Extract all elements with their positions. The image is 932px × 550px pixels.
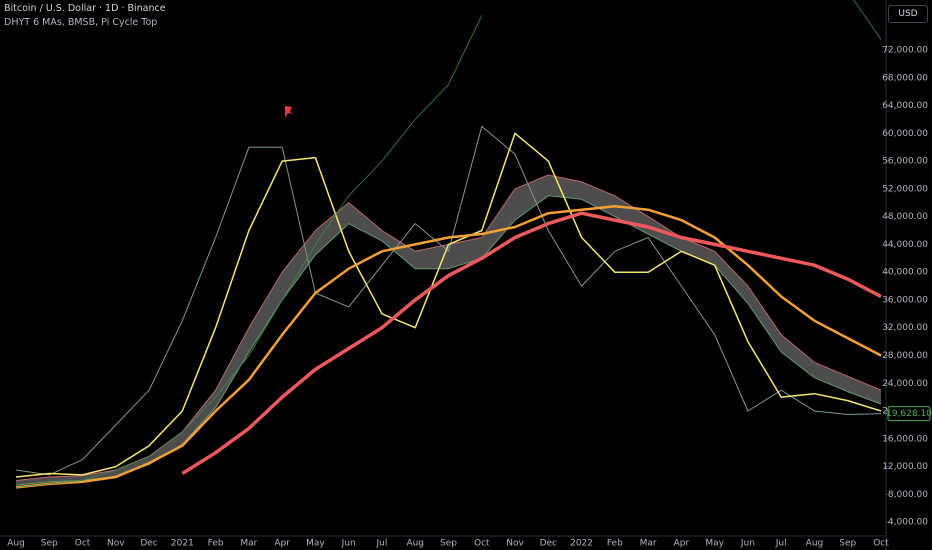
series-line — [853, 0, 882, 40]
series-line — [15, 174, 882, 481]
x-tick-label: 2022 — [570, 539, 593, 549]
symbol-title: Bitcoin / U.S. Dollar · 1D · Binance — [4, 3, 166, 14]
series-line — [15, 125, 882, 476]
x-tick-label: Aug — [7, 539, 25, 549]
x-tick-label: Oct — [873, 539, 889, 549]
y-tick-label: 12,000.00 — [882, 462, 928, 472]
x-tick-label: Apr — [274, 539, 290, 549]
x-tick-label: Mar — [240, 539, 257, 549]
x-tick-label: Sep — [839, 539, 856, 549]
x-tick-label: Apr — [674, 539, 690, 549]
x-tick-label: 2021 — [171, 539, 194, 549]
band-fill — [16, 174, 881, 486]
last-price-label: 19,628.10 — [886, 409, 932, 419]
x-tick-label: Oct — [75, 539, 91, 549]
y-tick-label: 4,000.00 — [888, 518, 928, 528]
x-tick-label: Jun — [740, 539, 755, 549]
y-tick-label: 24,000.00 — [882, 379, 928, 389]
pi-cycle-top-signal — [285, 106, 294, 118]
y-tick-label: 40,000.00 — [882, 268, 928, 278]
y-tick-label: 32,000.00 — [882, 323, 928, 333]
x-tick-label: Feb — [208, 539, 224, 549]
series-line — [15, 15, 483, 488]
series-line — [15, 204, 882, 489]
y-tick-label: 44,000.00 — [882, 240, 928, 250]
x-tick-label: Oct — [474, 539, 490, 549]
x-tick-label: May — [705, 539, 724, 549]
y-tick-label: 52,000.00 — [882, 184, 928, 194]
y-tick-label: 16,000.00 — [882, 434, 928, 444]
x-tick-label: Aug — [406, 539, 424, 549]
x-tick-label: Jun — [341, 539, 356, 549]
series-line — [181, 211, 882, 475]
x-tick-label: May — [306, 539, 325, 549]
x-tick-label: Nov — [506, 539, 524, 549]
last-price-box — [887, 406, 931, 422]
indicator-list: DHYT 6 MAs, BMSB, Pi Cycle Top — [4, 17, 158, 28]
y-tick-label: 64,000.00 — [882, 101, 928, 111]
y-tick-label: 28,000.00 — [882, 351, 928, 361]
y-tick-label: 56,000.00 — [882, 157, 928, 167]
series-line — [15, 195, 882, 486]
x-tick-label: Dec — [140, 539, 157, 549]
series-line — [15, 132, 882, 478]
y-tick-label: 72,000.00 — [882, 45, 928, 55]
y-tick-label: 36,000.00 — [882, 295, 928, 305]
y-tick-label: 68,000.00 — [882, 73, 928, 83]
x-tick-label: Feb — [607, 539, 623, 549]
x-tick-label: Mar — [640, 539, 657, 549]
y-tick-label: 48,000.00 — [882, 212, 928, 222]
x-tick-label: Nov — [107, 539, 125, 549]
currency-button[interactable]: USD — [888, 5, 928, 23]
y-tick-label: 8,000.00 — [888, 490, 928, 500]
plot-area — [15, 0, 882, 489]
y-tick-label: 60,000.00 — [882, 129, 928, 139]
x-tick-label: Sep — [41, 539, 58, 549]
x-tick-label: Aug — [806, 539, 824, 549]
x-tick-label: Jul — [775, 539, 787, 549]
x-tick-label: Jul — [376, 539, 388, 549]
x-tick-label: Sep — [440, 539, 457, 549]
x-tick-label: Dec — [540, 539, 557, 549]
